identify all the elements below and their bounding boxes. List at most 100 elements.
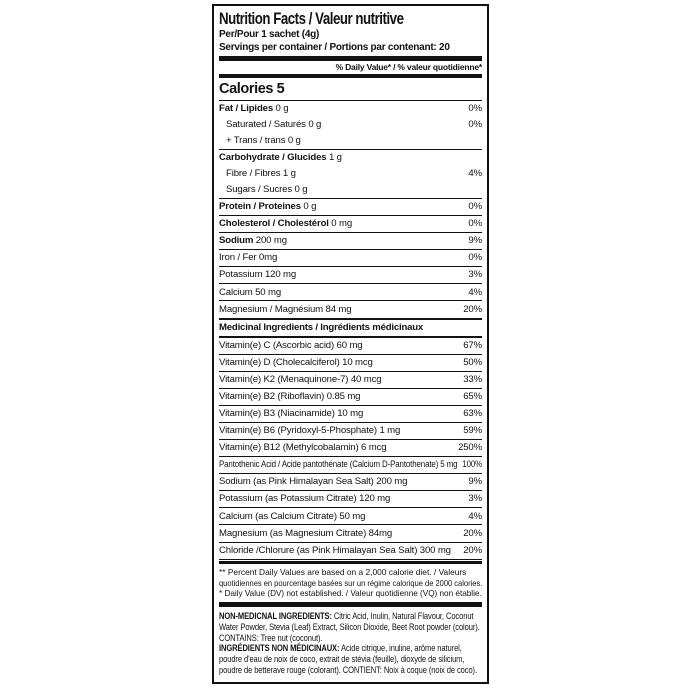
nutrient-amount: 84 mg: [323, 303, 352, 315]
nutrient-label: Vitamin(e) B6 (Pyridoxyl-5-Phosphate) 1 …: [219, 425, 401, 437]
medicinal-ingredients-header: Medicinal Ingredients / Ingrédients médi…: [219, 317, 482, 338]
double-rule: [219, 558, 482, 565]
nutrient-label: Magnesium (as Magnesium Citrate) 84mg: [219, 527, 393, 539]
nutrient-row: Magnesium / Magnésium 84 mg 20%: [219, 300, 482, 317]
non-medicinal-en-title: NON-MEDICNAL INGREDIENTS:: [219, 611, 332, 622]
nutrient-label: Magnesium / Magnésium 84 mg: [219, 303, 352, 315]
nutrient-daily-value: 4%: [468, 168, 482, 179]
thick-rule: [219, 56, 482, 61]
nutrient-label: Sugars / Sucres 0 g: [226, 184, 308, 196]
nutrient-label: Protein / Proteines 0 g: [219, 201, 317, 213]
nutrient-label: Vitamin(e) C (Ascorbic acid) 60 mg: [219, 339, 363, 351]
nutrient-label: Potassium (as Potassium Citrate) 120 mg: [219, 493, 391, 505]
nutrient-row: Sodium 200 mg 9%: [219, 232, 482, 249]
non-medicinal-en-paragraph: NON-MEDICNAL INGREDIENTS: Citric Acid, I…: [219, 611, 482, 643]
nutrient-amount: 0 g: [292, 184, 308, 196]
nutrient-daily-value: 4%: [468, 286, 482, 298]
nutrient-amount: 0 g: [305, 118, 322, 130]
nutrient-row: Calcium 50 mg 4%: [219, 283, 482, 300]
nutrient-label: Calcium (as Calcium Citrate) 50 mg: [219, 510, 366, 522]
nutrient-label: Fibre / Fibres 1 g: [226, 168, 296, 179]
nutrient-row: Potassium 120 mg 3%: [219, 266, 482, 283]
nutrient-daily-value: 0%: [468, 201, 482, 213]
nutrient-daily-value: 20%: [463, 303, 482, 315]
serving-size-line: Per/Pour 1 sachet (4g): [219, 29, 320, 40]
nutrient-row: Magnesium (as Magnesium Citrate) 84mg 20%: [219, 524, 482, 541]
servings-per-container-line: Servings per container / Portions par co…: [219, 41, 450, 53]
nutrient-daily-value: 63%: [463, 408, 482, 420]
nutrient-daily-value: 3%: [468, 493, 482, 505]
nutrient-row: Iron / Fer 0mg 0%: [219, 249, 482, 266]
nutrient-label: Sodium 200 mg: [219, 235, 287, 247]
nutrient-amount: 0 mg: [328, 218, 353, 230]
medium-rule: [219, 74, 482, 78]
nutrient-label: + Trans / trans 0 g: [226, 134, 301, 146]
nutrient-row: + Trans / trans 0 g: [219, 133, 482, 149]
nutrient-label: Fat / Lipides 0 g: [219, 102, 289, 114]
nutrient-daily-value: 9%: [468, 235, 482, 247]
nutrient-row: Vitamin(e) K2 (Menaquinone-7) 40 mcg 33%: [219, 370, 482, 388]
nutrient-amount: 0mg: [256, 252, 278, 264]
nutrient-row: Fat / Lipides 0 g 0%: [219, 101, 482, 117]
calories-row: Calories 5: [219, 78, 482, 101]
nutrient-daily-value: 250%: [458, 442, 482, 454]
nutrient-daily-value: 65%: [463, 391, 482, 403]
nutrient-label: Vitamin(e) B2 (Riboflavin) 0.85 mg: [219, 391, 361, 403]
nutrient-daily-value: 20%: [463, 527, 482, 539]
label-header: Nutrition Facts / Valeur nutritive Per/P…: [219, 6, 482, 56]
nutrient-daily-value: 0%: [468, 102, 482, 114]
nutrient-label: Vitamin(e) B3 (Niacinamide) 10 mg: [219, 408, 364, 420]
footnote-line: quotidiennes en pourcentage basées sur u…: [219, 577, 483, 588]
non-medicinal-en-text: Citric Acid, Inulin, Natural Flavour, Co…: [219, 611, 480, 643]
nutrient-row: Pantothenic Acid / Acide pantothénate (C…: [219, 456, 482, 473]
nutrient-daily-value: 100%: [462, 459, 483, 471]
nutrient-amount: 1 g: [326, 151, 342, 163]
nutrient-daily-value: 50%: [463, 356, 482, 368]
non-medicinal-fr-text: Acide citrique, inuline, arôme naturel, …: [219, 643, 478, 675]
nutrient-row: Sodium (as Pink Himalayan Sea Salt) 200 …: [219, 473, 482, 490]
nutrient-daily-value: 0%: [468, 218, 482, 230]
nutrient-amount: 200 mg: [253, 235, 287, 247]
footnote-line: ** Percent Daily Values are based on a 2…: [219, 567, 467, 578]
nutrient-label: Saturated / Saturés 0 g: [226, 118, 322, 130]
daily-value-header: % Daily Value* / % valeur quotidienne*: [335, 62, 483, 72]
nutrient-label: Vitamin(e) B12 (Methylcobalamin) 6 mcg: [219, 442, 387, 454]
nutrient-daily-value: 0%: [468, 118, 482, 130]
nutrient-row: Sugars / Sucres 0 g: [219, 182, 482, 198]
nutrient-row: Vitamin(e) B12 (Methylcobalamin) 6 mcg 25…: [219, 439, 482, 456]
medicinal-ingredient-rows: Vitamin(e) C (Ascorbic acid) 60 mg 67% Vit…: [219, 338, 482, 559]
nutrient-label: Vitamin(e) K2 (Menaquinone-7) 40 mcg: [219, 373, 382, 385]
nutrient-row: Protein / Proteines 0 g 0%: [219, 197, 482, 215]
nutrition-facts-label: Nutrition Facts / Valeur nutritive Per/P…: [212, 4, 489, 684]
nutrient-daily-value: 59%: [463, 425, 482, 437]
nutrient-label: Carbohydrate / Glucides 1 g: [219, 151, 342, 163]
nutrient-row: Chloride /Chlorure (as Pink Himalayan Se…: [219, 541, 482, 559]
nutrient-label: Vitamin(e) D (Cholecalciferol) 10 mcg: [219, 356, 373, 368]
non-medicinal-fr-title: INGRÉDIENTS NON MÉDICINAUX:: [219, 643, 340, 654]
nutrient-row: Calcium (as Calcium Citrate) 50 mg 4%: [219, 507, 482, 524]
nutrient-amount: 120 mg: [262, 269, 297, 281]
nutrient-daily-value: 0%: [468, 252, 482, 264]
nutrient-daily-value: 20%: [463, 544, 482, 556]
nutrient-row: Cholesterol / Cholestérol 0 mg 0%: [219, 215, 482, 232]
nutrient-label: Sodium (as Pink Himalayan Sea Salt) 200 …: [219, 476, 408, 488]
nutrient-daily-value: 9%: [468, 476, 482, 488]
thick-rule-bottom: [219, 602, 482, 608]
nutrient-row: Potassium (as Potassium Citrate) 120 mg 3…: [219, 490, 482, 507]
nutrient-row: Fibre / Fibres 1 g 4%: [219, 166, 482, 182]
nutrient-rows: Fat / Lipides 0 g 0% Saturated / Saturés 0…: [219, 101, 482, 318]
nutrient-row: Vitamin(e) B3 (Niacinamide) 10 mg 63%: [219, 404, 482, 422]
nutrient-daily-value: 67%: [463, 339, 482, 351]
nutrition-facts-title: Nutrition Facts / Valeur nutritive: [219, 9, 404, 28]
nutrient-label: Cholesterol / Cholestérol 0 mg: [219, 218, 353, 230]
nutrient-amount: 0 g: [300, 201, 317, 213]
nutrient-label: Calcium 50 mg: [219, 286, 282, 298]
nutrient-row: Vitamin(e) D (Cholecalciferol) 10 mcg 50%: [219, 353, 482, 371]
nutrient-amount: 50 mg: [252, 286, 282, 298]
nutrient-label: Pantothenic Acid / Acide pantothénate (C…: [219, 459, 458, 471]
nutrient-amount: 0 g: [273, 102, 289, 114]
nutrient-daily-value: 33%: [463, 373, 482, 385]
nutrient-row: Vitamin(e) B6 (Pyridoxyl-5-Phosphate) 1 …: [219, 421, 482, 439]
non-medicinal-fr-paragraph: INGRÉDIENTS NON MÉDICINAUX: Acide citriq…: [219, 643, 482, 675]
